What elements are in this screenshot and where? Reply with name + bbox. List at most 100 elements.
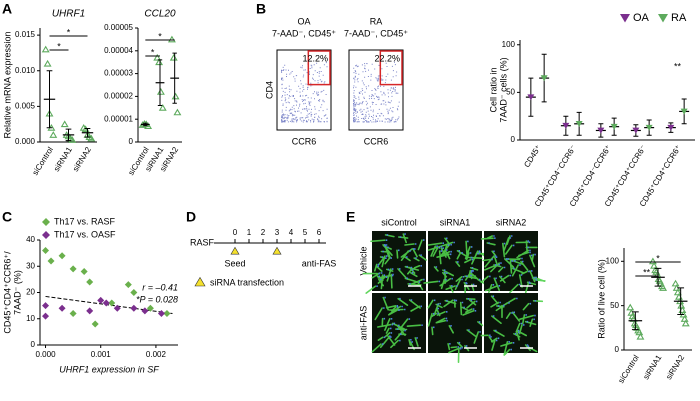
mean-marker bbox=[645, 124, 653, 131]
panel-label: D bbox=[186, 209, 196, 225]
data-point bbox=[157, 310, 165, 317]
significance-label: * bbox=[67, 27, 71, 37]
data-point bbox=[58, 304, 66, 312]
timeline-label: RASF bbox=[190, 237, 215, 247]
trend-line bbox=[45, 295, 173, 314]
mean-marker bbox=[667, 124, 675, 131]
y-tick-label: 0.00002 bbox=[104, 92, 133, 101]
data-point bbox=[113, 304, 121, 312]
significance-label: * bbox=[151, 47, 155, 57]
error-bar bbox=[157, 59, 163, 107]
data-point bbox=[68, 136, 77, 143]
cell-nuclei bbox=[376, 233, 425, 287]
legend-label: RA bbox=[671, 12, 687, 24]
chart-title: CCL20 bbox=[144, 9, 176, 20]
legend-label: OA bbox=[633, 12, 650, 24]
data-point bbox=[42, 312, 50, 320]
y-tick-label: 0 bbox=[31, 340, 36, 349]
data-point bbox=[69, 310, 77, 317]
legend-marker bbox=[42, 231, 50, 239]
y-tick-label: 0 bbox=[129, 137, 134, 146]
cell-cytoskeleton bbox=[371, 296, 422, 353]
panel-label: A bbox=[2, 1, 12, 17]
y-axis-label: Cell ratio in bbox=[488, 67, 498, 112]
data-point bbox=[680, 315, 689, 322]
data-point bbox=[155, 58, 164, 66]
timeline-tick-label: 1 bbox=[247, 228, 252, 237]
timeline-tick-label: 5 bbox=[303, 228, 308, 237]
data-point bbox=[659, 284, 668, 291]
significance-label: ** bbox=[674, 61, 682, 71]
data-point bbox=[626, 303, 635, 311]
gate bbox=[379, 50, 403, 86]
y-tick-label: 0.00001 bbox=[104, 114, 133, 123]
y-tick-label: 40 bbox=[26, 235, 35, 244]
data-point bbox=[86, 307, 94, 315]
data-point bbox=[146, 304, 154, 312]
mean-marker bbox=[597, 127, 605, 134]
data-point bbox=[167, 35, 176, 43]
y-axis-label: 7AAD⁻ cells (%) bbox=[498, 57, 508, 122]
error-bar bbox=[631, 311, 639, 331]
column-label: siRNA2 bbox=[496, 217, 527, 227]
y-tick-label: 0.00004 bbox=[104, 46, 133, 55]
data-point bbox=[650, 261, 658, 269]
y-tick-label: 0 bbox=[511, 135, 516, 144]
y-tick-label: 30 bbox=[26, 261, 35, 270]
data-point bbox=[173, 108, 182, 116]
cell-nuclei bbox=[488, 235, 537, 287]
mean-marker bbox=[540, 75, 548, 82]
x-axis-label: CCR6 bbox=[364, 136, 389, 146]
gate-percent: 12.2% bbox=[302, 53, 328, 63]
mean-marker bbox=[527, 94, 535, 101]
data-point bbox=[42, 247, 50, 254]
legend-label: Th17 vs. RASF bbox=[54, 216, 116, 226]
x-tick-label: 0.001 bbox=[91, 350, 112, 359]
legend-marker bbox=[620, 14, 630, 23]
x-tick-label: siRNA2 bbox=[664, 353, 686, 381]
data-point bbox=[60, 120, 69, 128]
data-point bbox=[87, 134, 96, 142]
significance-label: * bbox=[656, 253, 660, 263]
gate-percent: 22.2% bbox=[374, 53, 400, 63]
error-bar bbox=[65, 128, 72, 142]
y-tick-label: 0.00005 bbox=[104, 23, 133, 32]
plot-title: OA bbox=[297, 16, 310, 26]
y-tick-label: 50 bbox=[610, 301, 619, 310]
x-tick-label: siRNA2 bbox=[71, 145, 93, 173]
gate-label: 7-AAD⁻, CD45⁺ bbox=[272, 28, 336, 38]
column-label: siControl bbox=[381, 217, 417, 227]
y-tick-label: 0.000 bbox=[15, 137, 36, 146]
mean-marker bbox=[632, 127, 640, 134]
data-point bbox=[671, 279, 680, 287]
legend-marker bbox=[194, 276, 206, 287]
cell-nuclei bbox=[435, 237, 481, 287]
data-point bbox=[58, 252, 66, 260]
x-axis-label: CCR6 bbox=[292, 136, 317, 146]
y-tick-label: 0.015 bbox=[15, 30, 36, 39]
data-point bbox=[153, 53, 162, 61]
x-tick-label: siRNA1 bbox=[641, 353, 663, 381]
mean-marker bbox=[610, 123, 618, 130]
y-axis-label: Ratio of live cell (%) bbox=[596, 259, 606, 339]
timeline-tick-label: 3 bbox=[275, 228, 280, 237]
data-point bbox=[42, 302, 50, 310]
panel-label: C bbox=[2, 209, 12, 225]
data-point bbox=[141, 307, 149, 315]
annotation: r = –0.41 bbox=[142, 282, 178, 292]
data-point bbox=[130, 289, 138, 296]
gate-label: 7-AAD⁻, CD45⁺ bbox=[344, 28, 408, 38]
y-tick-label: 100 bbox=[502, 40, 516, 49]
row-label: Vehicle bbox=[358, 246, 368, 275]
transfection-marker bbox=[272, 246, 282, 255]
timeline-tick-label: 4 bbox=[289, 228, 294, 237]
transfection-marker bbox=[230, 246, 240, 255]
cell-nuclei bbox=[433, 298, 481, 350]
y-tick-label: 20 bbox=[26, 288, 35, 297]
data-point bbox=[108, 299, 116, 307]
x-tick-label: siControl bbox=[31, 145, 55, 177]
data-point bbox=[163, 310, 171, 317]
data-point bbox=[69, 265, 77, 273]
data-point bbox=[41, 45, 50, 53]
